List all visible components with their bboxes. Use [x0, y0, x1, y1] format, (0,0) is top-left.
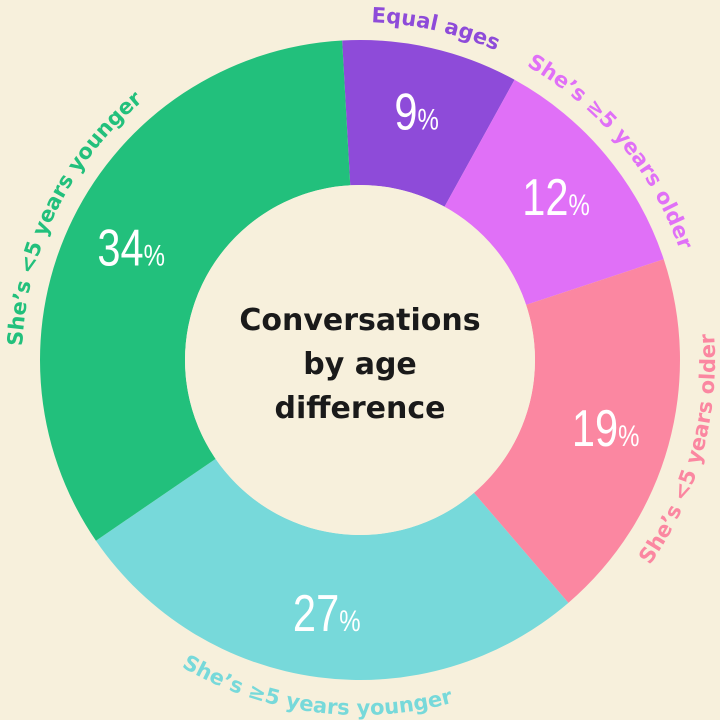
center-title-line-1: Conversations: [239, 303, 480, 338]
chart-center-title: Conversations by age difference: [239, 303, 480, 426]
value-label-she-s-lt-5-years-younger: 34%: [97, 218, 165, 277]
value-label-she-s-lt-5-years-older: 19%: [572, 399, 640, 458]
slice-she-s-gte-5-years-younger: [95, 458, 569, 680]
value-label-she-s-gte-5-years-younger: 27%: [293, 583, 361, 642]
slice-she-s-lt-5-years-younger: [40, 40, 351, 541]
slice-equal-ages: [342, 40, 515, 207]
slice-she-s-gte-5-years-older: [444, 79, 664, 305]
center-title-line-3: difference: [274, 391, 445, 426]
value-label-she-s-gte-5-years-older: 12%: [522, 168, 590, 227]
slice-she-s-lt-5-years-older: [473, 259, 680, 603]
value-label-equal-ages: 9%: [394, 82, 438, 141]
donut-slices: [40, 40, 680, 680]
value-labels: 9% 12% 19% 27% 34%: [97, 82, 639, 642]
center-title-line-2: by age: [303, 347, 417, 382]
donut-hole: [185, 185, 535, 535]
